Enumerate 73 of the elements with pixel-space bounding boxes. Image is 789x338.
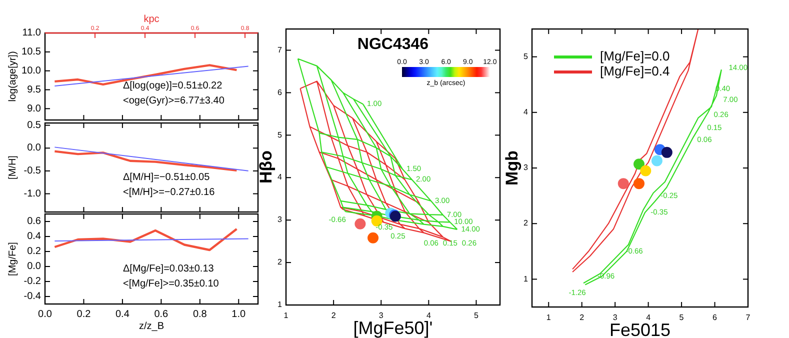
x-tick-label: 2 bbox=[331, 311, 336, 320]
y-tick-label: 10.0 bbox=[22, 65, 42, 76]
line-series bbox=[54, 150, 238, 172]
y-tick-label: 9.5 bbox=[27, 84, 42, 96]
y-tick-label: 2 bbox=[524, 218, 529, 228]
y-axis-title: Mgb bbox=[502, 150, 522, 186]
y-tick-label: 9.0 bbox=[27, 103, 42, 114]
point bbox=[651, 155, 662, 166]
point bbox=[618, 178, 629, 190]
y-tick-label: 2 bbox=[278, 258, 283, 267]
y-tick-label: 6 bbox=[278, 88, 283, 97]
x-axis-title: Fe5015 bbox=[609, 320, 671, 338]
x-tick-label: 5 bbox=[474, 311, 479, 320]
legend-label: [Mg/Fe]=0.4 bbox=[600, 63, 670, 78]
x-tick-label: 3 bbox=[378, 311, 384, 320]
x-tick-label: 0.4 bbox=[116, 309, 130, 320]
x-tick-label: 6 bbox=[712, 313, 718, 322]
y-tick-label: 4 bbox=[524, 108, 529, 117]
x-tick-label: 7 bbox=[746, 313, 751, 322]
annotation: <[Mg/Fe]>=0.35±0.10 bbox=[123, 278, 220, 290]
x-tick-label: 0.2 bbox=[76, 309, 92, 320]
y-tick-label: 0.0 bbox=[27, 261, 42, 272]
y-tick-label: -1.0 bbox=[24, 188, 42, 200]
y-tick-label: 0.2 bbox=[27, 246, 42, 258]
annotation: <[M/H]>=−0.27±0.16 bbox=[123, 186, 216, 198]
point bbox=[634, 158, 645, 170]
point bbox=[354, 218, 366, 230]
x-tick-label: 0.0 bbox=[38, 309, 52, 320]
y-tick-label: 1 bbox=[524, 274, 529, 284]
y-axis-title: [M/H] bbox=[8, 155, 19, 180]
y-tick-label: 5 bbox=[278, 130, 283, 140]
x-tick-label: 3 bbox=[612, 313, 618, 322]
x2-axis-title: kpc bbox=[144, 14, 160, 25]
x-tick-label: 1.0 bbox=[232, 309, 246, 320]
y-tick-label: -0.2 bbox=[24, 276, 42, 288]
annotation: Δ[log(oge)]=0.51±0.22 bbox=[123, 80, 223, 92]
y-axis-title: Hβo bbox=[256, 150, 276, 184]
y-tick-label: 0.4 bbox=[27, 231, 42, 242]
x-axis-title: [MgFe50]' bbox=[353, 318, 433, 338]
x-tick-label: 5 bbox=[679, 313, 684, 322]
x-tick-label: 4 bbox=[426, 311, 432, 320]
y-tick-label: 4 bbox=[278, 172, 283, 182]
y-axis-title: log(age[yr]) bbox=[8, 51, 19, 102]
y-tick-label: 0.6 bbox=[27, 216, 42, 228]
annotation: Δ[Mg/Fe]=0.03±0.13 bbox=[123, 264, 214, 275]
legend-label: [Mg/Fe]=0.0 bbox=[600, 48, 670, 64]
annotation: Δ[M/H]=−0.51±0.05 bbox=[123, 172, 210, 183]
x-axis-title: z/z_B bbox=[138, 321, 164, 332]
y-tick-label: -0.5 bbox=[24, 166, 42, 177]
y-tick-label: 5 bbox=[524, 52, 529, 61]
y-tick-label: 10.5 bbox=[22, 46, 42, 58]
y-axis-title: [Mg/Fe] bbox=[8, 242, 19, 276]
y-tick-label: 0.0 bbox=[27, 142, 42, 154]
point bbox=[661, 146, 672, 158]
point bbox=[640, 165, 652, 176]
y-tick-label: -0.4 bbox=[24, 291, 42, 302]
x-tick-label: 0.8 bbox=[192, 309, 208, 320]
x-tick-label: 2 bbox=[580, 313, 585, 322]
x-tick-label: 1 bbox=[284, 311, 289, 320]
y-tick-label: 3 bbox=[278, 215, 283, 224]
y-tick-label: 3 bbox=[524, 163, 529, 172]
annotation: <oge(Gyr)>=6.77±3.40 bbox=[123, 96, 225, 107]
y-tick-label: 0.5 bbox=[27, 120, 42, 131]
y-tick-label: 1 bbox=[278, 300, 283, 310]
x-tick-label: 1 bbox=[546, 313, 552, 322]
line-series bbox=[54, 228, 238, 252]
y-tick-label: 7 bbox=[278, 45, 283, 54]
point bbox=[634, 178, 645, 190]
x-tick-label: 0.6 bbox=[154, 309, 169, 320]
x-tick-label: 4 bbox=[646, 313, 652, 322]
point bbox=[368, 232, 379, 244]
chart-title: NGC4346 bbox=[357, 36, 429, 53]
y-tick-label: 11.0 bbox=[22, 28, 42, 39]
